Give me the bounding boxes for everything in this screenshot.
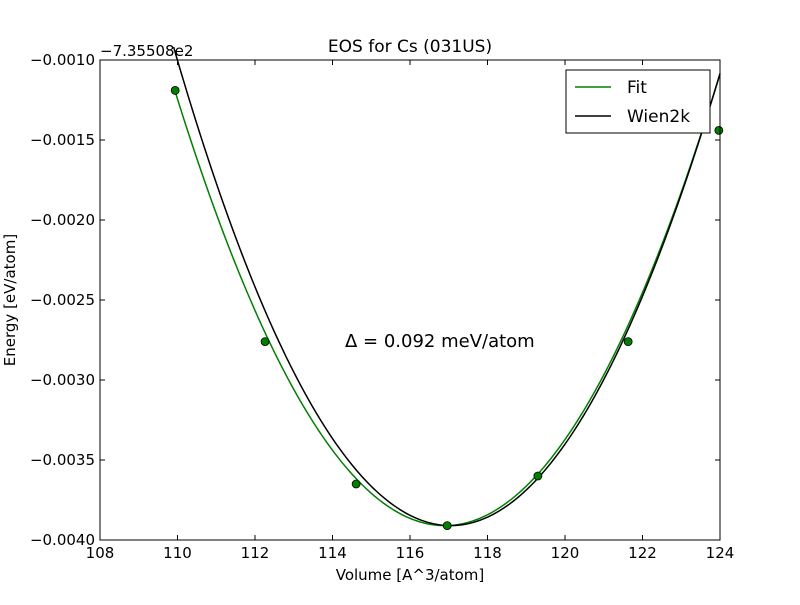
data-point — [170, 86, 180, 95]
y-axis-label: Energy [eV/atom] — [1, 234, 19, 366]
data-point — [533, 471, 543, 481]
x-tick-label: 122 — [628, 544, 657, 562]
x-tick-label: 120 — [551, 544, 580, 562]
chart-title: EOS for Cs (031US) — [328, 37, 492, 57]
x-tick-label: 110 — [163, 544, 192, 562]
x-tick-label: 118 — [473, 544, 502, 562]
x-tick-label: 112 — [241, 544, 270, 562]
x-axis-label: Volume [A^3/atom] — [336, 566, 485, 584]
legend-box — [565, 69, 711, 134]
y-tick-label: −0.0030 — [30, 371, 95, 389]
y-tick-label: −0.0010 — [30, 51, 95, 69]
y-tick-label: −0.0035 — [30, 451, 95, 469]
legend-label-wien2k: Wien2k — [627, 107, 690, 127]
y-tick-label: −0.0020 — [30, 211, 95, 229]
y-tick-label: −0.0040 — [30, 531, 95, 549]
y-offset-label: −7.35508e2 — [100, 42, 193, 60]
points-layer — [170, 86, 724, 530]
legend: Fit Wien2k — [565, 69, 711, 134]
data-point — [260, 337, 270, 347]
legend-label-fit: Fit — [627, 78, 647, 98]
x-tick-label: 108 — [86, 544, 115, 562]
y-tick-label: −0.0015 — [30, 131, 95, 149]
x-tick-label: 114 — [318, 544, 347, 562]
y-tick-label: −0.0025 — [30, 291, 95, 309]
x-tick-label: 116 — [396, 544, 425, 562]
y-ticks: −0.0040 −0.0035 −0.0030 −0.0025 −0.0020 −0.00… — [30, 51, 720, 549]
data-point — [442, 521, 452, 530]
data-point — [351, 479, 361, 489]
delta-annotation: Δ = 0.092 meV/atom — [345, 331, 535, 352]
series-line-fit — [172, 73, 721, 527]
data-point — [623, 337, 633, 347]
data-point — [714, 125, 724, 135]
x-tick-label: 124 — [706, 544, 735, 562]
x-ticks: 108 110 112 114 116 118 120 122 124 — [86, 60, 735, 562]
